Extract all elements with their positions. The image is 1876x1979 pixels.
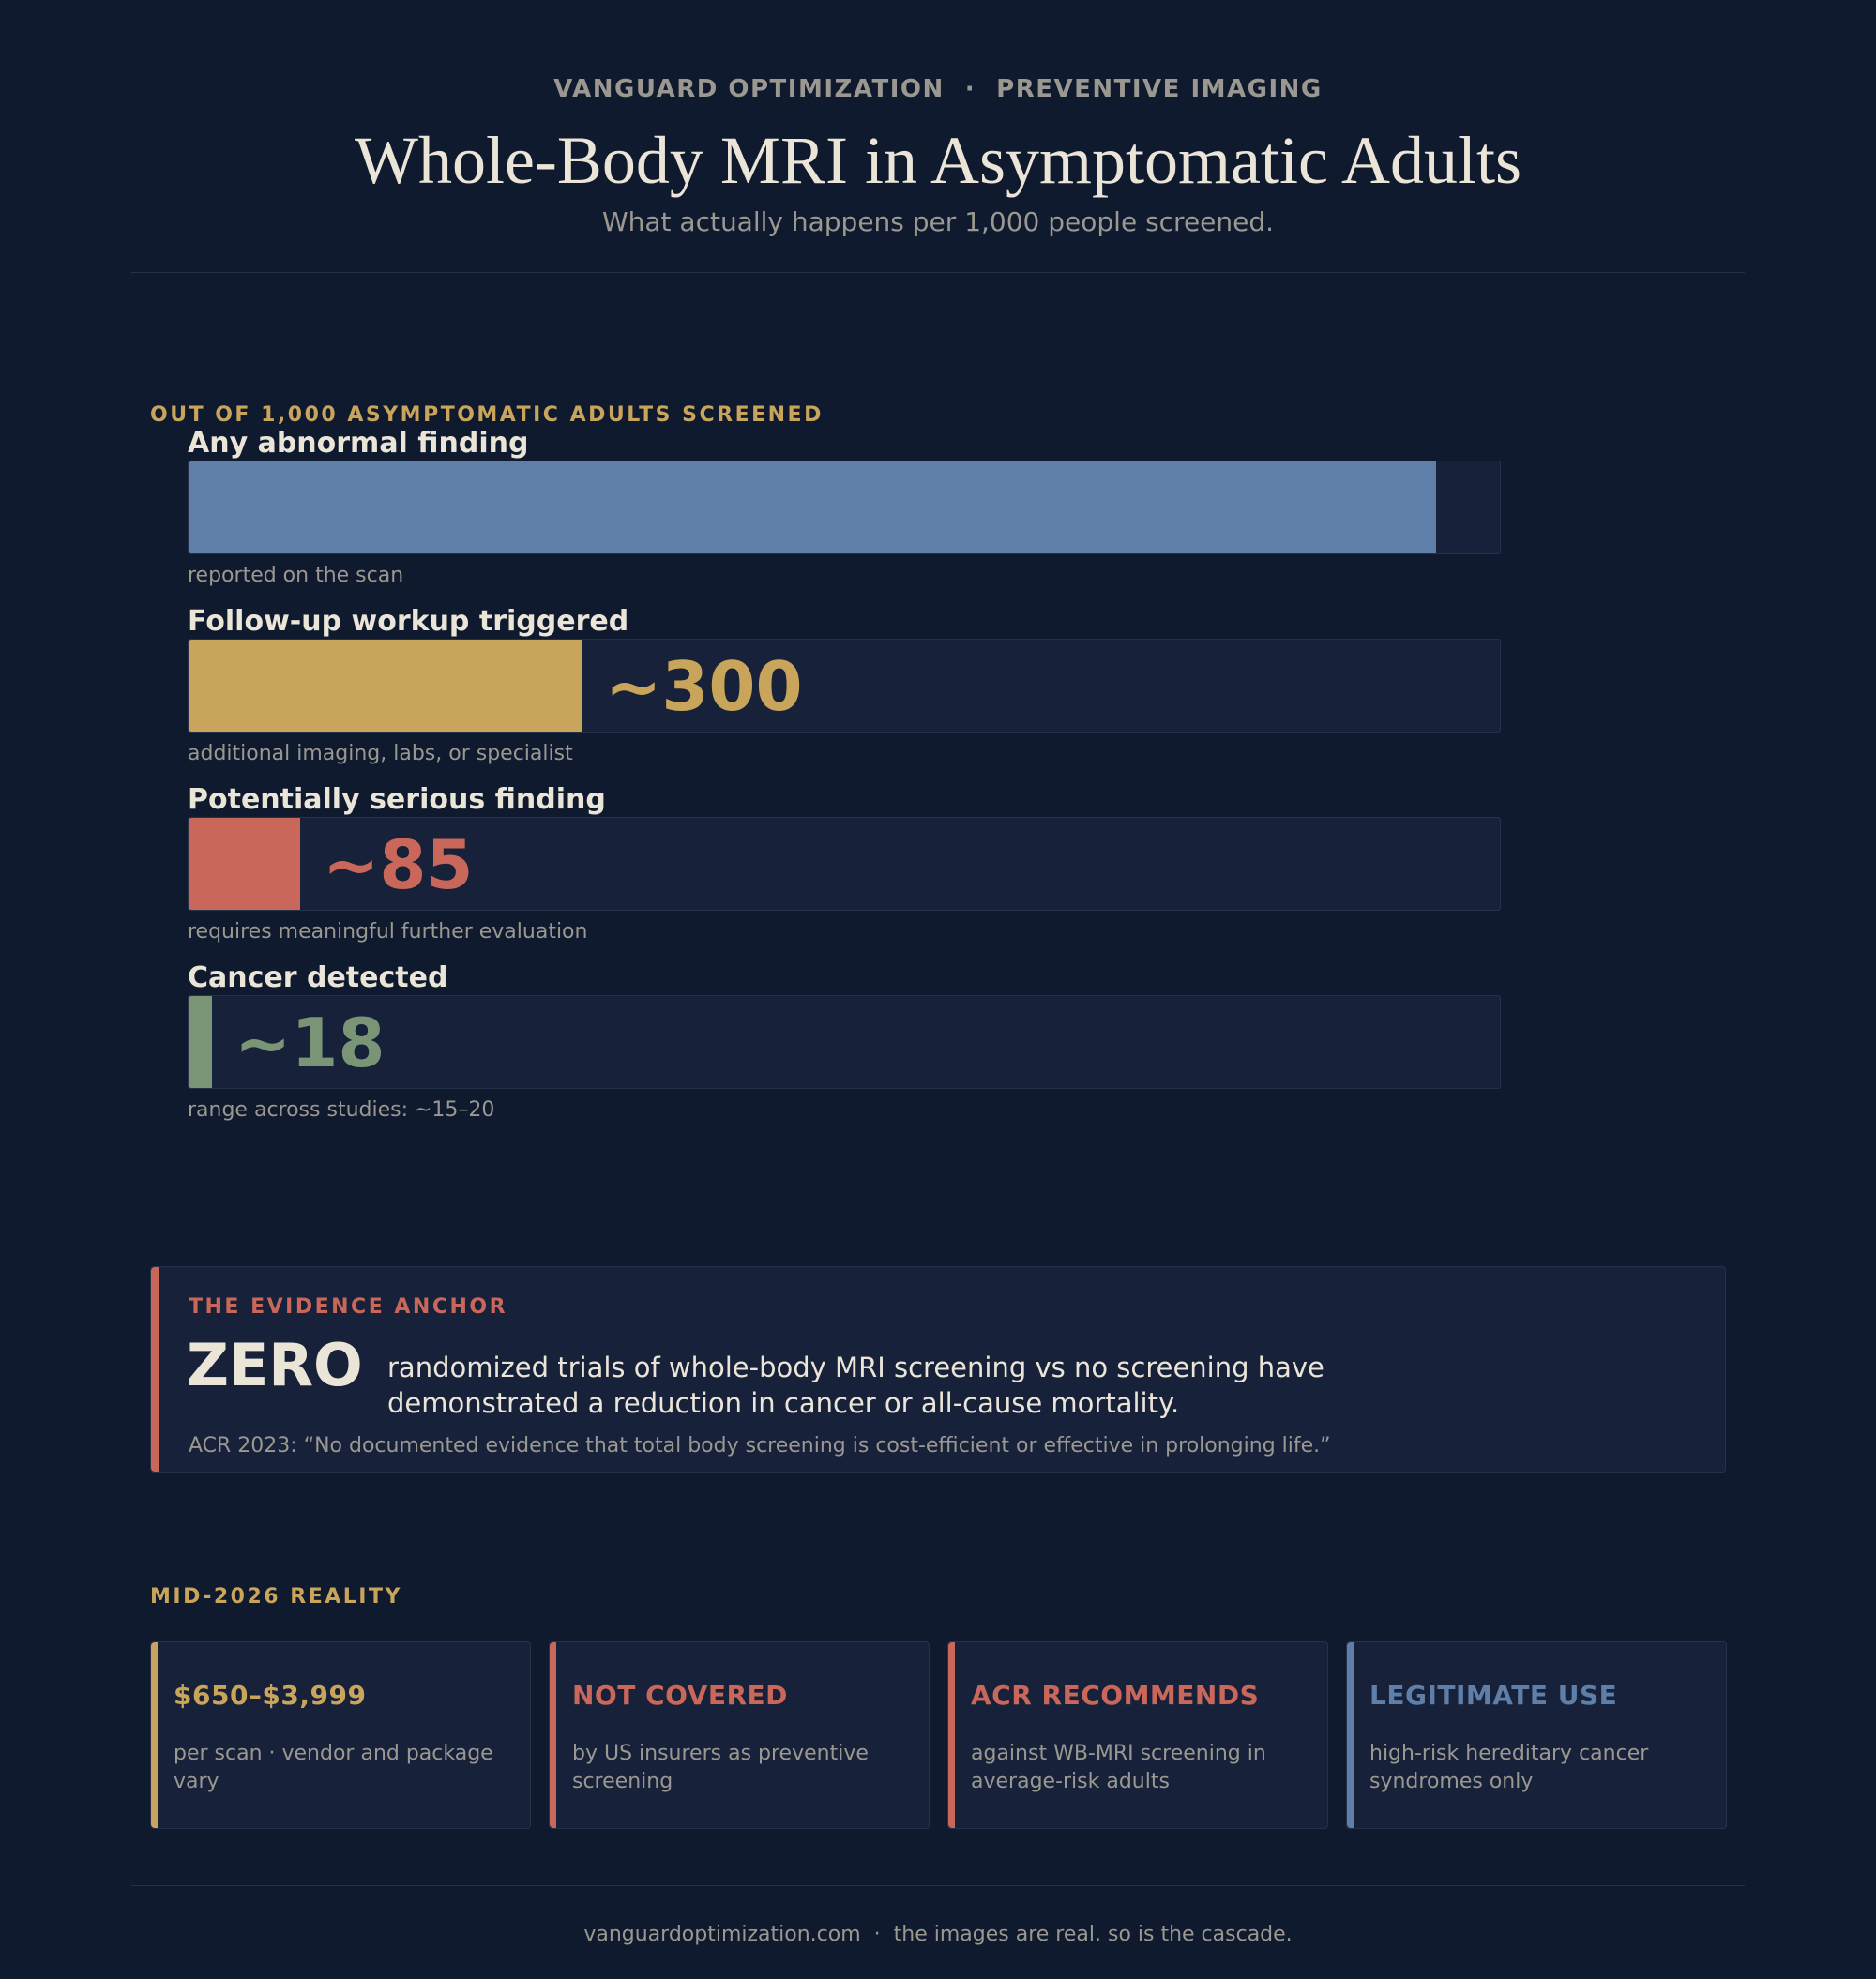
card-body: high-risk hereditary cancer syndromes on… (1369, 1742, 1649, 1793)
evidence-card: THE EVIDENCE ANCHOR ZERO randomized tria… (150, 1266, 1726, 1473)
card-accent-bar (550, 1642, 556, 1828)
evidence-headline: ZERO (187, 1331, 363, 1399)
footer-divider (131, 1885, 1745, 1886)
evidence-text: randomized trials of whole-body MRI scre… (387, 1352, 1324, 1419)
reality-card-price: $650–$3,999 per scan · vendor and packag… (150, 1641, 531, 1829)
eyebrow-separator: · (964, 75, 976, 103)
card-heading: LEGITIMATE USE (1369, 1680, 1618, 1711)
card-body: against WB-MRI screening in average-risk… (971, 1742, 1266, 1793)
bar-track (188, 461, 1501, 554)
bar-track: ~18 (188, 995, 1501, 1089)
evidence-accent-bar (151, 1267, 159, 1472)
card-accent-bar (948, 1642, 955, 1828)
bar-note: requires meaningful further evaluation (188, 920, 588, 944)
card-accent-bar (151, 1642, 158, 1828)
footer-tagline: the images are real. so is the cascade. (893, 1923, 1293, 1946)
bar-label-potentially-serious-finding: Potentially serious finding (188, 783, 606, 816)
card-heading: NOT COVERED (572, 1680, 788, 1711)
bar-value-label: ~85 (323, 825, 474, 904)
card-heading: $650–$3,999 (174, 1680, 367, 1711)
header-divider (131, 272, 1745, 273)
bar-note: range across studies: ~15–20 (188, 1098, 495, 1122)
bar-potentially-serious-finding (189, 818, 300, 910)
page-subtitle: What actually happens per 1,000 people s… (601, 206, 1275, 237)
bar-track: ~300 (188, 639, 1501, 733)
card-body: by US insurers as preventive screening (572, 1742, 869, 1793)
bar-value-label: ~300 (605, 647, 803, 726)
bar-label-cancer-detected: Cancer detected (188, 961, 448, 994)
bar-note: additional imaging, labs, or specialist (188, 742, 573, 765)
footer-separator: · (873, 1923, 881, 1946)
bar-note: reported on the scan (188, 564, 404, 587)
reality-card-coverage: NOT COVERED by US insurers as preventive… (549, 1641, 930, 1829)
section-name: PREVENTIVE IMAGING (996, 75, 1323, 103)
eyebrow: VANGUARD OPTIMIZATION · PREVENTIVE IMAGING (0, 75, 1876, 103)
bar-label-follow-up-workup-triggered: Follow-up workup triggered (188, 605, 629, 638)
reality-label: MID-2026 REALITY (150, 1585, 402, 1609)
bar-label-any-abnormal-finding: Any abnormal finding (188, 427, 529, 460)
footer-site: vanguardoptimization.com (583, 1923, 861, 1946)
bar-any-abnormal-finding (189, 461, 1436, 553)
reality-card-acr: ACR RECOMMENDS against WB-MRI screening … (947, 1641, 1328, 1829)
card-body: per scan · vendor and package vary (174, 1742, 493, 1793)
evidence-quote: ACR 2023: “No documented evidence that t… (189, 1434, 1331, 1458)
bar-follow-up-workup-triggered (189, 640, 582, 732)
card-accent-bar (1347, 1642, 1354, 1828)
card-heading: ACR RECOMMENDS (971, 1680, 1260, 1711)
reality-card-legitimate-use: LEGITIMATE USE high-risk hereditary canc… (1346, 1641, 1727, 1829)
bar-cancer-detected (189, 996, 212, 1088)
bar-track: ~85 (188, 817, 1501, 911)
brand-name: VANGUARD OPTIMIZATION (553, 75, 945, 103)
evidence-label: THE EVIDENCE ANCHOR (189, 1295, 508, 1319)
page-title: Whole-Body MRI in Asymptomatic Adults (355, 123, 1521, 198)
bar-value-label: ~18 (234, 1004, 386, 1082)
footer: vanguardoptimization.com · the images are … (0, 1923, 1876, 1946)
chart-title: OUT OF 1,000 ASYMPTOMATIC ADULTS SCREENE… (150, 403, 824, 427)
